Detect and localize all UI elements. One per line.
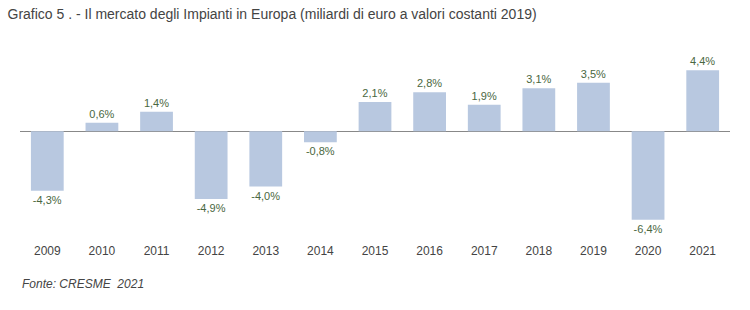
- svg-text:1,9%: 1,9%: [472, 90, 497, 102]
- svg-text:2019: 2019: [580, 244, 607, 258]
- svg-text:2,1%: 2,1%: [362, 87, 387, 99]
- svg-text:-4,0%: -4,0%: [251, 190, 280, 202]
- svg-text:2015: 2015: [362, 244, 389, 258]
- svg-text:2016: 2016: [416, 244, 443, 258]
- svg-text:2020: 2020: [635, 244, 662, 258]
- svg-text:-4,3%: -4,3%: [33, 194, 62, 206]
- svg-text:Fonte: CRESME 2021: Fonte: CRESME 2021: [22, 277, 144, 291]
- svg-text:2021: 2021: [689, 244, 716, 258]
- svg-text:2012: 2012: [198, 244, 225, 258]
- svg-text:4,4%: 4,4%: [690, 55, 715, 67]
- svg-text:3,1%: 3,1%: [526, 73, 551, 85]
- svg-text:2014: 2014: [307, 244, 334, 258]
- svg-text:Grafico 5 . - Il mercato degli: Grafico 5 . - Il mercato degli Impianti …: [8, 6, 537, 22]
- svg-text:2009: 2009: [34, 244, 61, 258]
- svg-text:2,8%: 2,8%: [417, 77, 442, 89]
- svg-text:-6,4%: -6,4%: [634, 223, 663, 235]
- svg-text:2011: 2011: [144, 244, 170, 258]
- svg-text:2013: 2013: [252, 244, 279, 258]
- svg-text:2017: 2017: [471, 244, 498, 258]
- svg-text:1,4%: 1,4%: [144, 97, 169, 109]
- svg-text:0,6%: 0,6%: [89, 108, 114, 120]
- svg-text:2018: 2018: [525, 244, 552, 258]
- svg-text:-0,8%: -0,8%: [306, 145, 335, 157]
- svg-text:2010: 2010: [89, 244, 116, 258]
- svg-text:3,5%: 3,5%: [581, 68, 606, 80]
- svg-text:-4,9%: -4,9%: [197, 202, 226, 214]
